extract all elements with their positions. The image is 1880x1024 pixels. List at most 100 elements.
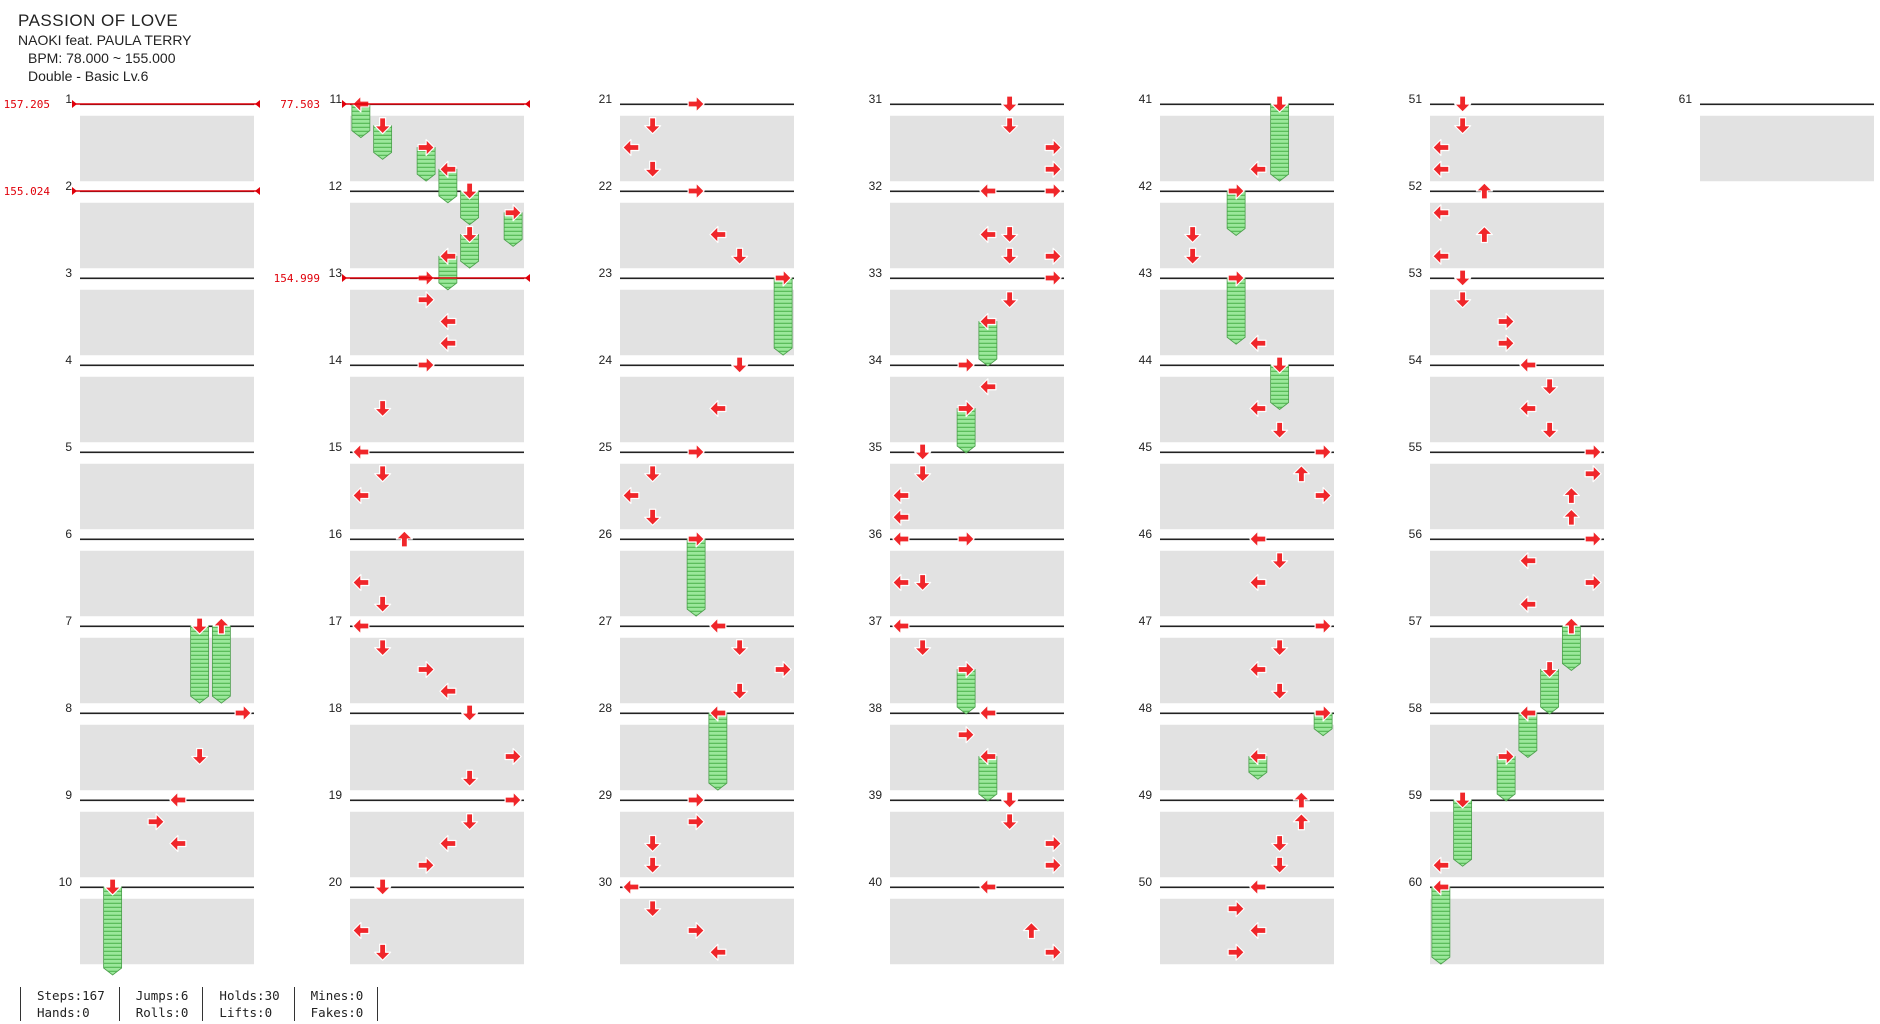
measure-number: 12 (329, 179, 343, 193)
arrow-right-icon (1044, 182, 1062, 200)
arrow-left-icon (439, 334, 457, 352)
hold-note (1453, 799, 1473, 867)
beat-row (620, 463, 794, 486)
measure-line (890, 451, 1064, 454)
beat-row (890, 485, 1064, 508)
arrow-up-icon (1562, 508, 1580, 526)
measure-number: 1 (65, 92, 72, 106)
arrow-shape (957, 530, 975, 548)
beat-row (80, 463, 254, 486)
arrow-shape (417, 291, 435, 309)
beat-row (890, 376, 1064, 399)
beat-row (350, 376, 524, 399)
measure-15: 15 (329, 440, 524, 530)
arrow-left-icon (352, 921, 370, 940)
measure-40: 40 (869, 875, 1064, 965)
arrow-shape (1432, 204, 1450, 222)
measure-9: 9 (65, 788, 254, 878)
chart-difficulty: Double - Basic Lv.6 (28, 68, 149, 84)
arrow-shape (1454, 291, 1472, 309)
hold-note (211, 625, 231, 704)
measure-21: 21 (599, 92, 794, 182)
measure-line (1430, 451, 1604, 454)
arrow-shape (1314, 486, 1332, 505)
song-artist: NAOKI feat. PAULA TERRY (18, 32, 192, 48)
arrow-down-icon (1271, 856, 1289, 874)
measure-3: 3 (65, 266, 254, 356)
beat-row (350, 246, 524, 269)
arrow-down-icon (1541, 378, 1559, 396)
hold-note (773, 277, 793, 356)
beat-row (80, 942, 254, 965)
arrow-shape (212, 617, 230, 635)
arrow-shape (644, 160, 662, 178)
measure-line (620, 886, 794, 889)
arrow-shape (979, 312, 997, 331)
beat-row (890, 746, 1064, 769)
hold-note (708, 712, 728, 791)
arrow-shape (461, 813, 479, 831)
arrow-shape (1562, 617, 1580, 635)
arrow-up-icon (1292, 791, 1310, 809)
arrow-shape (914, 465, 932, 483)
beat-row (1430, 507, 1604, 530)
arrow-left-icon (892, 486, 910, 505)
arrow-shape (1227, 269, 1245, 287)
measure-49: 49 (1139, 788, 1334, 878)
measure-51: 51 (1409, 92, 1604, 182)
arrow-left-icon (1519, 704, 1537, 722)
hold-note (686, 538, 706, 617)
beat-row (80, 398, 254, 421)
arrow-down-icon (644, 465, 662, 483)
measure-number: 42 (1139, 179, 1153, 193)
arrow-shape (439, 312, 457, 331)
measure-line (1160, 538, 1334, 541)
arrow-left-icon (439, 160, 457, 178)
arrow-shape (374, 117, 392, 135)
beat-row (1430, 920, 1604, 943)
arrow-left-icon (1249, 747, 1267, 766)
measure-number: 29 (599, 788, 613, 802)
arrow-left-icon (709, 943, 727, 961)
arrow-shape (1454, 117, 1472, 135)
beat-row (890, 224, 1064, 247)
measure-number: 39 (869, 788, 883, 802)
measure-number: 38 (869, 701, 883, 715)
measure-number: 51 (1409, 92, 1423, 106)
arrow-left-icon (1519, 595, 1537, 613)
arrow-left-icon (1432, 160, 1450, 178)
beat-row (80, 376, 254, 399)
arrow-shape (1519, 356, 1537, 374)
arrow-down-icon (1271, 682, 1289, 700)
measure-7: 7 (65, 614, 254, 704)
measure-line (1430, 886, 1604, 889)
arrow-shape (1022, 921, 1040, 940)
arrow-shape (374, 943, 392, 961)
beat-row (80, 289, 254, 312)
arrow-shape (1454, 269, 1472, 287)
beat-row (1430, 550, 1604, 573)
arrow-right-icon (1044, 856, 1062, 874)
measure-61: 61 (1679, 92, 1874, 182)
measure-line (1430, 625, 1604, 628)
measure-number: 55 (1409, 440, 1423, 454)
arrow-shape (644, 900, 662, 918)
beat-row (1700, 115, 1874, 138)
measure-line (80, 538, 254, 541)
measure-number: 31 (869, 92, 883, 106)
arrow-down-icon (1271, 834, 1289, 853)
arrow-right-icon (1044, 138, 1062, 157)
measure-number: 50 (1139, 875, 1153, 889)
arrow-down-icon (1184, 247, 1202, 265)
hold-body (708, 712, 728, 791)
rolls-count: Rolls:0 (135, 1005, 189, 1020)
beat-row (890, 137, 1064, 160)
beat-row (350, 333, 524, 356)
bpm-marker: 77.503 (280, 98, 530, 111)
arrow-shape (644, 117, 662, 135)
beat-row (80, 811, 254, 834)
arrow-down-icon (1001, 117, 1019, 135)
beat-row (1430, 724, 1604, 747)
measure-56: 56 (1409, 527, 1604, 617)
arrow-left-icon (1249, 160, 1267, 178)
